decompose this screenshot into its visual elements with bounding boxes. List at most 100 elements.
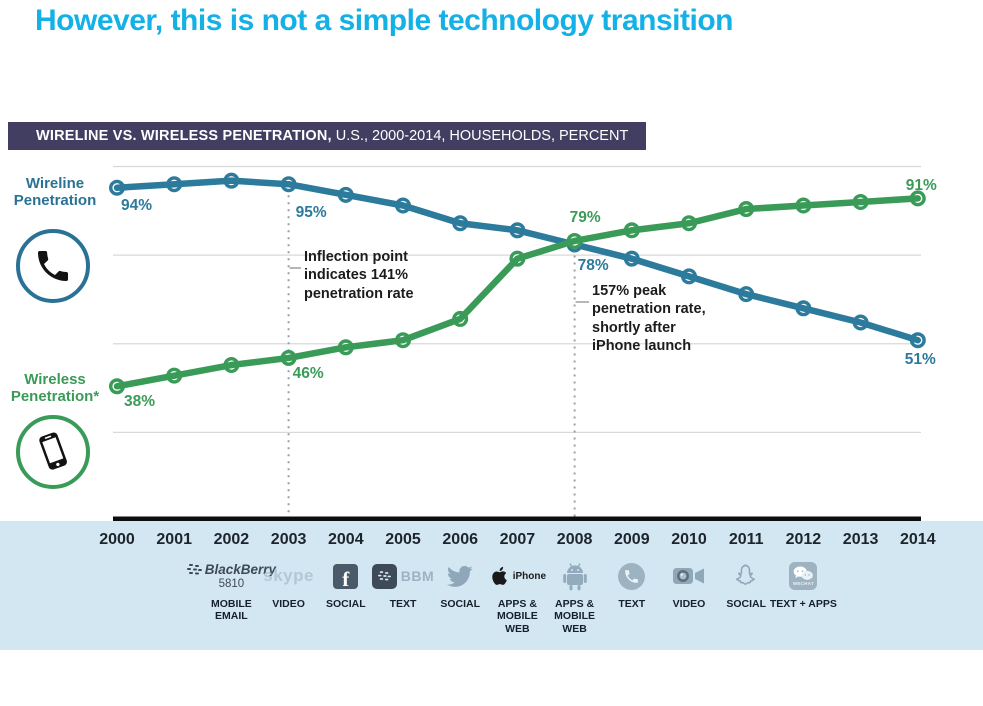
timeline-caption-2003: VIDEO (272, 598, 305, 610)
data-label-wireline-2003: 95% (295, 204, 327, 222)
year-label-2006: 2006 (442, 531, 478, 548)
wireline-marker-2007 (509, 222, 526, 239)
wireless-marker-2003 (280, 349, 297, 366)
wireline-marker-2000 (108, 179, 125, 196)
year-label-2007: 2007 (499, 531, 536, 548)
blackberry-wordmark: BlackBerry (204, 562, 277, 577)
wechat-bubbles-icon (794, 566, 814, 580)
wireline-marker-2011 (738, 286, 755, 303)
video-call-icon (673, 556, 705, 596)
wireless-marker-2009 (623, 222, 640, 239)
skype-wordmark: skype (263, 566, 314, 585)
snapchat-icon (734, 556, 759, 596)
wireless-marker-2011 (738, 201, 755, 218)
wireless-marker-2002 (223, 357, 240, 374)
wireline-line (113, 177, 922, 344)
timeline-item-2008: APPS & MOBILE WEB (530, 556, 620, 635)
timeline-caption-2005: TEXT (389, 598, 417, 610)
phone-call-icon (618, 556, 646, 596)
wireline-marker-2010 (681, 268, 698, 285)
chart-header-bold: WIRELINE VS. WIRELESS PENETRATION, (36, 128, 332, 144)
wireless-line (113, 195, 922, 390)
wireline-legend-badge (16, 229, 90, 303)
data-label-wireless-2008: 79% (569, 208, 601, 226)
year-label-2011: 2011 (728, 531, 764, 548)
wireless-marker-2004 (337, 339, 354, 356)
x-axis-line (113, 516, 921, 521)
wireless-marker-2005 (395, 332, 412, 349)
timeline-band: New Experiences (0, 521, 983, 650)
wireline-marker-2003 (280, 176, 297, 193)
data-label-wireline-2008: 78% (577, 257, 609, 275)
year-label-2001: 2001 (156, 531, 192, 548)
twitter-icon (446, 556, 474, 596)
year-label-2010: 2010 (671, 531, 707, 548)
wireline-marker-2004 (337, 186, 354, 203)
android-icon (562, 556, 588, 596)
timeline-caption-2012: TEXT + APPS (769, 598, 837, 610)
wechat-wordmark: WECHAT (792, 581, 814, 586)
facebook-icon: f (333, 556, 359, 596)
data-label-wireless-2014: 91% (905, 177, 937, 195)
wireline-marker-2006 (452, 215, 469, 232)
wireless-marker-2008 (566, 232, 583, 249)
blackberry-logo: BlackBerry 5810 (186, 556, 277, 596)
apple-logo-icon (492, 566, 507, 585)
year-label-2014: 2014 (900, 531, 936, 548)
wireless-marker-2001 (166, 367, 183, 384)
wireline-marker-2012 (795, 300, 812, 317)
timeline-item-2011: SOCIAL (701, 556, 791, 610)
smartphone-icon (39, 432, 67, 470)
timeline-item-2010: VIDEO (644, 556, 734, 610)
bbm-icon: BBM (371, 556, 435, 596)
phone-handset-icon (625, 569, 639, 583)
wireline-marker-2014 (909, 332, 926, 349)
annotation-2003: Inflection point indicates 141% penetrat… (304, 249, 414, 302)
android-robot-icon (562, 563, 587, 591)
blackberry-model: 5810 (218, 578, 245, 590)
timeline-item-2005: BBM TEXT (358, 556, 448, 610)
data-label-wireless-2003: 46% (292, 364, 324, 382)
iphone-icon: iPhone (489, 556, 546, 596)
timeline-caption-2002: MOBILE EMAIL (210, 598, 252, 623)
chart-header-rest: U.S., 2000-2014, HOUSEHOLDS, PERCENT (331, 128, 629, 144)
wireless-marker-2012 (795, 197, 812, 214)
page-title: However, this is not a simple technology… (35, 4, 733, 37)
blackberry-dots-icon (186, 564, 202, 575)
annotation-2008: 157% peak penetration rate, shortly afte… (592, 283, 706, 354)
telephone-handset-icon (38, 251, 68, 281)
year-label-2000: 2000 (99, 531, 135, 548)
timeline-item-2006: SOCIAL (415, 556, 505, 610)
iphone-wordmark: iPhone (512, 570, 547, 582)
timeline-item-2002: BlackBerry 5810 MOBILE EMAIL (186, 556, 276, 623)
year-label-2005: 2005 (385, 531, 421, 548)
timeline-caption-2009: TEXT (618, 598, 646, 610)
snapchat-ghost-icon (735, 564, 755, 585)
timeline-item-2009: TEXT (587, 556, 677, 610)
timeline-caption-2004: SOCIAL (325, 598, 366, 610)
wireline-marker-2013 (852, 314, 869, 331)
wechat-icon: WECHAT (789, 556, 818, 596)
bbm-wordmark: BBM (400, 568, 435, 584)
skype-logo: skype (263, 556, 314, 596)
data-label-wireless-2000: 38% (124, 393, 156, 411)
timeline-caption-2008: APPS & MOBILE WEB (554, 598, 596, 635)
timeline-item-2004: f SOCIAL (301, 556, 391, 610)
data-label-wireline-2014: 51% (904, 351, 936, 369)
timeline-caption-2010: VIDEO (672, 598, 706, 610)
year-label-2003: 2003 (270, 531, 307, 548)
timeline-item-2003: skype VIDEO (244, 556, 334, 610)
legend-wireline-label: Wireline Penetration (13, 175, 97, 209)
wireless-marker-2014 (909, 190, 926, 207)
year-label-2013: 2013 (842, 531, 879, 548)
wireless-marker-2010 (681, 215, 698, 232)
footer: activate *Does not include data-only con… (0, 650, 983, 706)
timeline-caption-2006: SOCIAL (440, 598, 481, 610)
year-label-2012: 2012 (785, 531, 822, 548)
wireless-marker-2000 (108, 378, 125, 395)
year-label-2004: 2004 (328, 531, 364, 548)
timeline-item-2012: WECHAT TEXT + APPS (758, 556, 848, 610)
wireless-marker-2006 (452, 310, 469, 327)
data-label-wireline-2000: 94% (121, 196, 153, 214)
